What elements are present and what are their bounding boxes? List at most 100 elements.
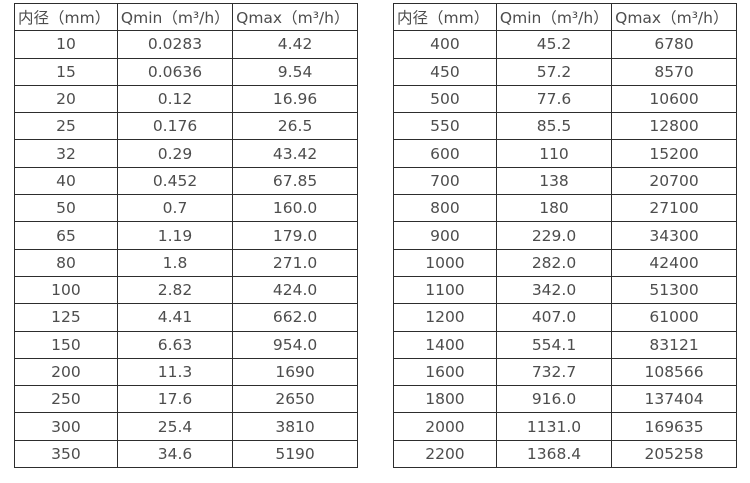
cell-diameter: 50	[14, 194, 118, 223]
cell-qmin: 732.7	[495, 357, 613, 387]
table-row: 1800 916.0 137404	[393, 385, 737, 414]
cell-qmin: 11.3	[116, 357, 234, 387]
flow-table-large-diameters: 内径（mm） Qmin（m³/h） Qmax（m³/h） 400 45.2 6780 450…	[393, 2, 737, 469]
cell-diameter: 10	[14, 30, 118, 59]
cell-diameter: 80	[14, 248, 118, 277]
cell-diameter: 40	[14, 166, 118, 196]
cell-qmin: 34.6	[116, 439, 234, 469]
cell-qmax: 15200	[611, 139, 737, 168]
cell-diameter: 2000	[393, 412, 497, 441]
cell-diameter: 1200	[393, 303, 497, 332]
cell-qmin: 229.0	[495, 221, 613, 250]
column-header-qmin: Qmin（m³/h）	[495, 2, 613, 32]
table-row: 20 0.12 16.96	[14, 84, 358, 114]
cell-diameter: 700	[393, 166, 497, 196]
header-row: 内径（mm） Qmin（m³/h） Qmax（m³/h）	[393, 2, 737, 32]
cell-diameter: 550	[393, 112, 497, 141]
cell-diameter: 300	[14, 412, 118, 441]
cell-qmin: 1131.0	[495, 412, 613, 441]
cell-qmin: 138	[495, 166, 613, 196]
table-row: 1100 342.0 51300	[393, 275, 737, 305]
cell-diameter: 100	[14, 275, 118, 305]
cell-qmax: 16.96	[232, 84, 358, 114]
cell-qmax: 67.85	[232, 166, 358, 196]
cell-qmin: 77.6	[495, 84, 613, 114]
table-row: 450 57.2 8570	[393, 57, 737, 86]
header-row: 内径（mm） Qmin（m³/h） Qmax（m³/h）	[14, 2, 358, 32]
table-row: 25 0.176 26.5	[14, 112, 358, 141]
cell-qmin: 17.6	[116, 385, 234, 414]
cell-diameter: 1000	[393, 248, 497, 277]
table-row: 40 0.452 67.85	[14, 166, 358, 196]
cell-qmax: 42400	[611, 248, 737, 277]
cell-qmin: 1.19	[116, 221, 234, 250]
cell-qmax: 2650	[232, 385, 358, 414]
cell-diameter: 200	[14, 357, 118, 387]
column-header-qmax: Qmax（m³/h）	[232, 2, 358, 32]
cell-diameter: 1100	[393, 275, 497, 305]
cell-qmax: 108566	[611, 357, 737, 387]
cell-qmax: 10600	[611, 84, 737, 114]
cell-qmax: 3810	[232, 412, 358, 441]
table-row: 400 45.2 6780	[393, 30, 737, 59]
table-row: 1200 407.0 61000	[393, 303, 737, 332]
cell-qmin: 0.7	[116, 194, 234, 223]
cell-qmax: 160.0	[232, 194, 358, 223]
cell-diameter: 65	[14, 221, 118, 250]
cell-diameter: 2200	[393, 439, 497, 469]
table-row: 500 77.6 10600	[393, 84, 737, 114]
cell-diameter: 400	[393, 30, 497, 59]
cell-qmax: 20700	[611, 166, 737, 196]
cell-qmin: 6.63	[116, 330, 234, 359]
table-row: 80 1.8 271.0	[14, 248, 358, 277]
cell-qmax: 179.0	[232, 221, 358, 250]
table-row: 100 2.82 424.0	[14, 275, 358, 305]
cell-diameter: 15	[14, 57, 118, 86]
flow-rate-tables-container: 内径（mm） Qmin（m³/h） Qmax（m³/h） 10 0.0283 4.42 15…	[14, 2, 737, 469]
cell-qmax: 51300	[611, 275, 737, 305]
cell-qmin: 2.82	[116, 275, 234, 305]
column-header-qmax: Qmax（m³/h）	[611, 2, 737, 32]
cell-qmax: 4.42	[232, 30, 358, 59]
cell-diameter: 350	[14, 439, 118, 469]
column-header-diameter: 内径（mm）	[393, 2, 497, 32]
cell-diameter: 250	[14, 385, 118, 414]
cell-qmax: 662.0	[232, 303, 358, 332]
cell-qmax: 61000	[611, 303, 737, 332]
cell-qmax: 169635	[611, 412, 737, 441]
cell-diameter: 900	[393, 221, 497, 250]
table-row: 150 6.63 954.0	[14, 330, 358, 359]
cell-diameter: 500	[393, 84, 497, 114]
cell-diameter: 1400	[393, 330, 497, 359]
flow-table-small-diameters: 内径（mm） Qmin（m³/h） Qmax（m³/h） 10 0.0283 4.42 15…	[14, 2, 358, 469]
cell-qmax: 954.0	[232, 330, 358, 359]
table-row: 50 0.7 160.0	[14, 194, 358, 223]
cell-qmax: 26.5	[232, 112, 358, 141]
cell-qmax: 12800	[611, 112, 737, 141]
cell-qmax: 9.54	[232, 57, 358, 86]
cell-diameter: 32	[14, 139, 118, 168]
cell-qmin: 282.0	[495, 248, 613, 277]
cell-qmin: 554.1	[495, 330, 613, 359]
cell-qmax: 8570	[611, 57, 737, 86]
table-row: 2200 1368.4 205258	[393, 439, 737, 469]
cell-qmin: 1.8	[116, 248, 234, 277]
table-row: 900 229.0 34300	[393, 221, 737, 250]
cell-qmin: 25.4	[116, 412, 234, 441]
cell-qmin: 45.2	[495, 30, 613, 59]
table-row: 2000 1131.0 169635	[393, 412, 737, 441]
table-row: 800 180 27100	[393, 194, 737, 223]
table-row: 550 85.5 12800	[393, 112, 737, 141]
cell-qmin: 342.0	[495, 275, 613, 305]
cell-qmin: 0.176	[116, 112, 234, 141]
cell-qmax: 6780	[611, 30, 737, 59]
cell-qmax: 83121	[611, 330, 737, 359]
cell-diameter: 125	[14, 303, 118, 332]
cell-qmin: 0.0283	[116, 30, 234, 59]
cell-qmin: 916.0	[495, 385, 613, 414]
cell-qmin: 4.41	[116, 303, 234, 332]
cell-qmin: 0.12	[116, 84, 234, 114]
column-header-diameter: 内径（mm）	[14, 2, 118, 32]
cell-qmax: 34300	[611, 221, 737, 250]
cell-qmax: 424.0	[232, 275, 358, 305]
